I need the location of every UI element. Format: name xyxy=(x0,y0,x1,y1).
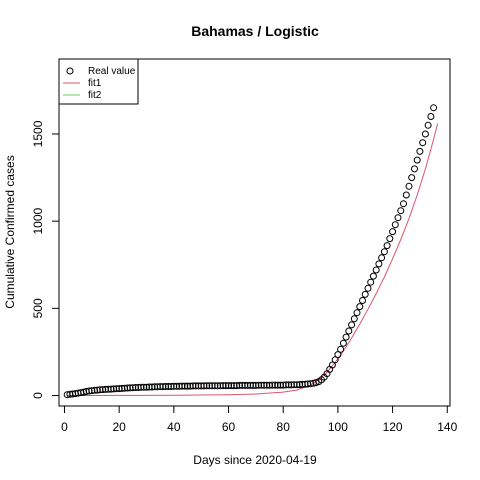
y-tick-label: 0 xyxy=(31,392,45,399)
data-point xyxy=(203,382,211,390)
x-tick-label: 80 xyxy=(277,420,291,434)
data-point xyxy=(93,386,101,394)
y-axis-label: Cumulative Confirmed cases xyxy=(3,155,17,308)
y-tick-label: 1000 xyxy=(31,207,45,234)
data-point xyxy=(424,121,432,129)
data-point xyxy=(277,381,284,389)
x-tick-label: 60 xyxy=(222,420,236,434)
data-point xyxy=(359,297,366,304)
chart-title: Bahamas / Logistic xyxy=(191,23,319,39)
data-point xyxy=(356,303,364,311)
data-point xyxy=(211,382,219,390)
data-point xyxy=(348,321,356,329)
data-point xyxy=(328,361,336,369)
legend-fit2-label: fit2 xyxy=(88,90,102,101)
data-point xyxy=(85,387,93,395)
data-point xyxy=(227,382,235,390)
y-tick-label: 500 xyxy=(31,298,45,318)
y-tick-label: 1500 xyxy=(31,120,45,147)
legend: Real value fit1 fit2 xyxy=(58,58,139,105)
plot-frame xyxy=(58,58,451,407)
data-point xyxy=(361,290,369,298)
x-tick-label: 20 xyxy=(112,420,126,434)
data-point xyxy=(372,266,380,274)
data-point xyxy=(156,383,164,391)
data-point xyxy=(430,104,438,112)
data-point xyxy=(244,381,252,389)
data-point xyxy=(369,272,377,280)
data-point xyxy=(402,191,410,199)
data-point xyxy=(236,381,243,389)
x-axis-label: Days since 2020-04-19 xyxy=(193,453,317,467)
legend-fit1-label: fit1 xyxy=(88,78,102,89)
data-point xyxy=(364,284,372,292)
x-tick-label: 100 xyxy=(328,420,348,434)
data-point xyxy=(375,260,383,268)
data-point xyxy=(421,130,429,138)
fit1-line-group xyxy=(67,123,439,396)
data-point xyxy=(391,221,399,229)
data-point xyxy=(416,147,424,155)
x-axis: 0 20 40 60 80 100 120 140 xyxy=(61,405,458,434)
data-point xyxy=(386,235,394,243)
y-axis: 0 500 1000 1500 xyxy=(31,120,60,399)
data-point xyxy=(405,182,413,190)
data-point xyxy=(140,383,148,391)
data-point xyxy=(345,327,353,335)
data-point xyxy=(148,383,156,391)
data-point xyxy=(252,381,260,389)
data-point xyxy=(293,381,301,389)
data-point xyxy=(383,242,391,250)
data-point xyxy=(164,383,172,390)
data-point xyxy=(411,165,418,173)
data-point xyxy=(123,384,131,392)
data-point xyxy=(173,382,181,390)
data-point xyxy=(427,113,435,120)
x-tick-label: 40 xyxy=(167,420,181,434)
data-point xyxy=(367,278,375,286)
x-tick-label: 140 xyxy=(437,420,457,434)
data-point xyxy=(181,382,189,390)
data-point xyxy=(339,339,347,347)
data-point xyxy=(268,381,276,389)
legend-real-value-label: Real value xyxy=(88,66,136,77)
data-point xyxy=(380,248,388,256)
data-point xyxy=(107,385,115,393)
legend-real-value-symbol xyxy=(66,67,74,75)
data-point xyxy=(260,381,268,389)
data-point xyxy=(397,207,405,215)
data-point xyxy=(132,384,140,391)
data-point xyxy=(394,214,402,222)
data-point xyxy=(115,385,123,393)
x-tick-label: 0 xyxy=(61,420,68,434)
data-point xyxy=(334,351,342,359)
x-tick-label: 120 xyxy=(383,420,403,434)
data-point xyxy=(353,309,361,317)
data-point xyxy=(400,200,407,208)
data-point xyxy=(419,139,427,147)
legend-box xyxy=(58,58,139,105)
real-value-points xyxy=(63,104,438,399)
data-point xyxy=(342,333,350,341)
data-point xyxy=(378,254,386,262)
data-point xyxy=(413,156,421,164)
data-point xyxy=(219,382,227,390)
data-point xyxy=(189,382,197,390)
data-point xyxy=(408,174,416,182)
data-point xyxy=(337,345,345,353)
data-point xyxy=(350,315,358,323)
data-point xyxy=(389,228,397,236)
fit1-line xyxy=(67,123,439,396)
data-point xyxy=(285,381,293,389)
